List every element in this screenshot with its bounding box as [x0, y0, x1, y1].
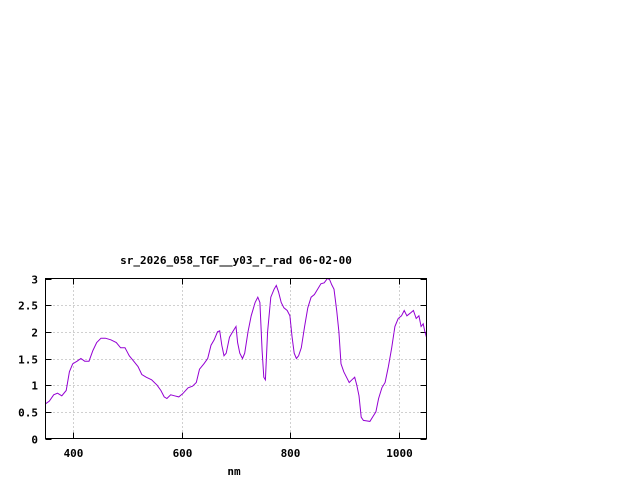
y-tick-label: 0.5 — [18, 407, 38, 420]
axis-ticks — [45, 278, 427, 440]
y-tick-label: 3 — [31, 274, 38, 287]
x-axis-label: nm — [227, 465, 241, 478]
grid-lines — [45, 278, 427, 439]
y-tick-label: 2 — [31, 327, 38, 340]
x-tick-label: 600 — [173, 447, 193, 460]
plot-frame — [45, 278, 427, 439]
chart-title: sr_2026_058_TGF__y03_r_rad 06-02-00 — [120, 254, 352, 267]
tick-labels: 0 0.5 1 1.5 2 2.5 3 400 600 800 1000 — [18, 274, 413, 461]
y-tick-label: 0 — [31, 434, 38, 447]
x-tick-label: 400 — [64, 447, 84, 460]
y-tick-label: 2.5 — [18, 300, 38, 313]
series-line — [45, 277, 427, 422]
y-tick-label: 1.5 — [18, 354, 38, 367]
x-tick-label: 800 — [281, 447, 301, 460]
series-layer — [45, 277, 427, 422]
x-tick-label: 1000 — [386, 447, 413, 460]
y-tick-label: 1 — [31, 380, 38, 393]
